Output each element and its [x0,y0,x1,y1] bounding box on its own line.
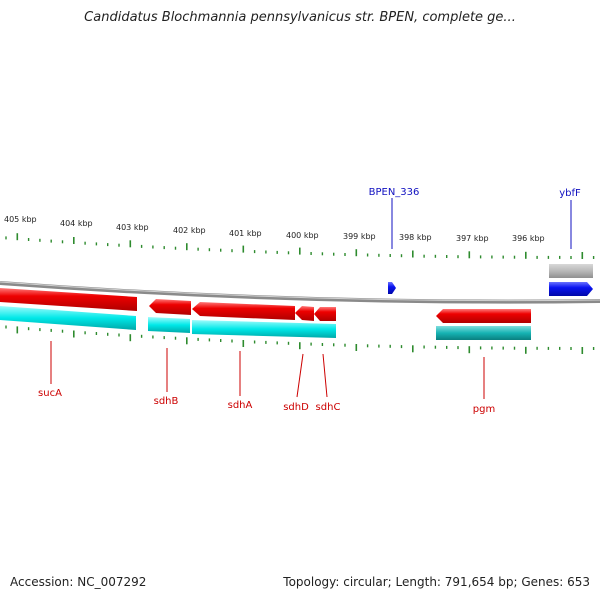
kbp-label: 396 kbp [512,234,545,243]
cds-bands [0,306,531,340]
kbp-label: 400 kbp [286,231,319,240]
gene-label-bpen336[interactable]: BPEN_336 [369,187,420,198]
gene-label-pgm[interactable]: pgm [473,404,495,415]
gene-label-suca[interactable]: sucA [38,388,62,399]
lower-gene-labels: sucA sdhB sdhA sdhD sdhC pgm [38,341,495,415]
cds-band-sdhb [148,317,190,333]
cds-band-pgm [436,326,531,340]
gene-pgm-arrow[interactable] [436,309,531,323]
gene-ybff-arrow[interactable] [549,282,593,296]
cds-band-suca [0,306,136,330]
label-line-sdhd [296,353,304,398]
gene-label-sdhb[interactable]: sdhB [154,396,179,407]
kbp-label: 402 kbp [173,226,206,235]
kbp-label: 401 kbp [229,229,262,238]
kbp-label: 405 kbp [4,215,37,224]
gene-sdhb-arrow[interactable] [149,299,191,315]
kbp-label: 403 kbp [116,223,149,232]
lower-tick-row [5,325,595,354]
genome-backbone [0,281,600,304]
gene-sdhd-arrow[interactable] [295,306,314,321]
kbp-label: 404 kbp [60,219,93,228]
accession-text: Accession: NC_007292 [10,575,147,589]
map-title: Candidatus Blochmannia pennsylvanicus st… [84,10,516,25]
gene-label-ybff[interactable]: ybfF [559,188,581,199]
genome-stats-text: Topology: circular; Length: 791,654 bp; … [283,575,590,589]
label-line-sdhc [322,353,328,398]
kbp-label: 398 kbp [399,233,432,242]
kbp-label: 399 kbp [343,232,376,241]
upper-gene-labels: BPEN_336 ybfF [369,187,581,249]
gene-sdha-arrow[interactable] [192,302,295,320]
kbp-axis: 405 kbp 404 kbp 403 kbp 402 kbp 401 kbp … [4,215,545,243]
reverse-gene-arrows [0,288,531,323]
gene-label-sdhd[interactable]: sdhD [283,402,309,413]
cds-band-sdha-sdhc [192,320,336,338]
gene-label-sdhc[interactable]: sdhC [316,402,341,413]
gene-bpen336-arrow[interactable] [388,282,396,294]
gene-sdhc-arrow[interactable] [314,307,336,321]
gene-label-sdha[interactable]: sdhA [228,400,253,411]
genome-backbone-highlight [0,281,600,302]
gene-ybff-gray-block[interactable] [549,264,593,278]
kbp-label: 397 kbp [456,234,489,243]
gene-suca-arrow[interactable] [0,288,137,311]
upper-tick-row [5,233,595,259]
